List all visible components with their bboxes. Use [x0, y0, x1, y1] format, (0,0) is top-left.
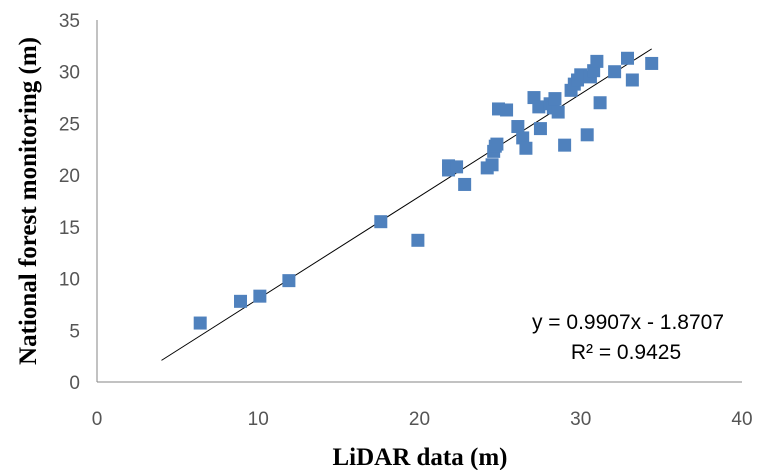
- y-tick-label: 30: [59, 63, 80, 84]
- x-tick-label: 0: [92, 409, 103, 430]
- data-point: [374, 215, 388, 229]
- data-point: [450, 160, 464, 174]
- data-points: [193, 51, 659, 330]
- data-point: [516, 131, 530, 145]
- data-point: [593, 96, 607, 110]
- x-tick-label: 30: [570, 409, 591, 430]
- y-axis-title: National forest monitoring (m): [15, 37, 42, 365]
- data-point: [580, 128, 594, 142]
- data-point: [282, 274, 296, 288]
- data-point: [500, 103, 514, 117]
- trendline-group: [161, 48, 652, 361]
- data-point: [548, 92, 562, 106]
- y-tick-label: 20: [59, 166, 80, 187]
- tick-labels: 0 10 20 30 40 0 5 10 15 20 25 30 35: [59, 11, 753, 430]
- y-tick-label: 5: [69, 321, 80, 342]
- data-point: [558, 138, 572, 152]
- x-tick-label: 40: [731, 409, 752, 430]
- data-point: [490, 137, 504, 151]
- trendline: [161, 48, 652, 361]
- x-tick-label: 10: [248, 409, 269, 430]
- data-point: [193, 316, 207, 330]
- data-point: [625, 73, 639, 87]
- data-point: [533, 122, 547, 136]
- data-point: [532, 100, 546, 114]
- data-point: [458, 177, 472, 191]
- data-point: [253, 289, 267, 303]
- x-tick-label: 20: [409, 409, 430, 430]
- x-axis-title: LiDAR data (m): [333, 444, 508, 470]
- data-point: [621, 51, 635, 65]
- axes: [96, 20, 742, 383]
- y-tick-label: 35: [59, 11, 80, 32]
- y-tick-label: 0: [69, 373, 80, 394]
- trendline-equation: y = 0.9907x - 1.8707: [532, 311, 724, 334]
- y-tick-label: 15: [59, 218, 80, 239]
- data-point: [485, 158, 499, 172]
- data-point: [234, 294, 248, 308]
- y-tick-label: 25: [59, 114, 80, 135]
- data-point: [511, 120, 525, 134]
- y-tick-label: 10: [59, 270, 80, 291]
- data-point: [411, 233, 425, 247]
- data-point: [608, 65, 622, 79]
- data-point: [519, 141, 533, 155]
- data-point: [590, 54, 604, 68]
- data-point: [551, 105, 565, 119]
- data-point: [645, 56, 659, 70]
- r-squared-label: R² = 0.9425: [571, 341, 681, 364]
